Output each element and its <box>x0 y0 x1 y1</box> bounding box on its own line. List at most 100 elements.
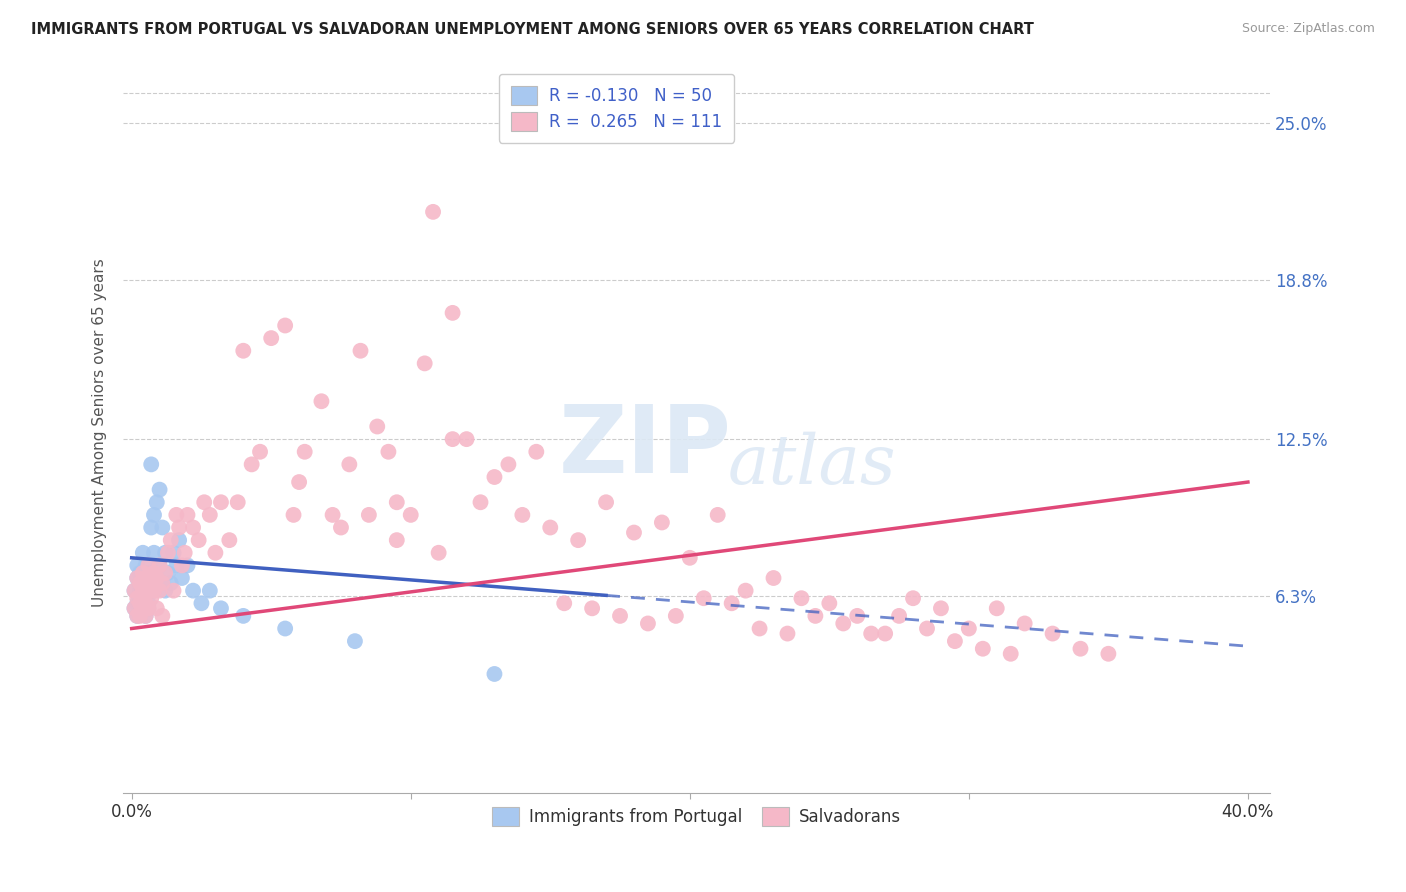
Point <box>198 508 221 522</box>
Point <box>146 601 169 615</box>
Point <box>150 576 173 591</box>
Point <box>146 495 169 509</box>
Point <box>129 576 152 591</box>
Point <box>776 626 799 640</box>
Point <box>162 546 184 560</box>
Point <box>427 546 450 560</box>
Point <box>288 475 311 489</box>
Point <box>875 626 897 640</box>
Point <box>553 596 575 610</box>
Point <box>846 608 869 623</box>
Point <box>132 583 155 598</box>
Point <box>413 356 436 370</box>
Point <box>162 583 184 598</box>
Point <box>915 622 938 636</box>
Point <box>173 546 195 560</box>
Point <box>860 626 883 640</box>
Point <box>337 458 360 472</box>
Legend: Immigrants from Portugal, Salvadorans: Immigrants from Portugal, Salvadorans <box>484 798 910 835</box>
Point <box>1014 616 1036 631</box>
Point <box>143 583 166 598</box>
Point <box>832 616 855 631</box>
Point <box>484 667 506 681</box>
Point <box>706 508 728 522</box>
Point <box>135 608 157 623</box>
Point <box>232 608 254 623</box>
Point <box>159 576 181 591</box>
Point <box>124 601 146 615</box>
Point <box>734 583 756 598</box>
Point <box>167 533 190 548</box>
Point <box>146 571 169 585</box>
Point <box>441 432 464 446</box>
Point <box>249 444 271 458</box>
Point <box>693 591 716 606</box>
Point <box>377 444 399 458</box>
Point <box>441 306 464 320</box>
Point <box>135 583 157 598</box>
Point <box>135 558 157 573</box>
Point <box>623 525 645 540</box>
Point <box>498 458 520 472</box>
Point <box>240 458 263 472</box>
Point <box>148 583 170 598</box>
Text: ZIP: ZIP <box>558 401 731 493</box>
Point <box>399 508 422 522</box>
Point <box>150 576 173 591</box>
Text: IMMIGRANTS FROM PORTUGAL VS SALVADORAN UNEMPLOYMENT AMONG SENIORS OVER 65 YEARS : IMMIGRANTS FROM PORTUGAL VS SALVADORAN U… <box>31 22 1033 37</box>
Point <box>986 601 1008 615</box>
Point <box>132 601 155 615</box>
Point <box>1042 626 1064 640</box>
Point <box>143 508 166 522</box>
Point <box>135 608 157 623</box>
Point <box>132 589 155 603</box>
Point <box>283 508 305 522</box>
Point <box>127 571 149 585</box>
Point <box>818 596 841 610</box>
Point <box>385 495 408 509</box>
Point <box>148 483 170 497</box>
Point <box>595 495 617 509</box>
Point <box>141 458 163 472</box>
Point <box>176 558 198 573</box>
Point <box>385 533 408 548</box>
Point <box>138 558 160 573</box>
Point <box>804 608 827 623</box>
Point <box>129 583 152 598</box>
Point <box>127 608 149 623</box>
Point <box>311 394 333 409</box>
Point <box>538 520 561 534</box>
Point <box>887 608 910 623</box>
Point <box>156 546 179 560</box>
Point <box>181 520 204 534</box>
Point <box>124 601 146 615</box>
Point <box>138 601 160 615</box>
Point <box>232 343 254 358</box>
Text: atlas: atlas <box>727 432 896 499</box>
Point <box>143 566 166 580</box>
Point <box>146 571 169 585</box>
Point <box>209 601 232 615</box>
Point <box>349 343 371 358</box>
Point <box>127 558 149 573</box>
Point <box>929 601 952 615</box>
Point <box>957 622 980 636</box>
Point <box>762 571 785 585</box>
Point <box>209 495 232 509</box>
Point <box>129 566 152 580</box>
Point <box>127 596 149 610</box>
Point <box>609 608 631 623</box>
Point <box>524 444 547 458</box>
Point <box>322 508 344 522</box>
Point <box>165 508 187 522</box>
Point <box>141 576 163 591</box>
Point <box>187 533 209 548</box>
Point <box>512 508 534 522</box>
Point <box>138 583 160 598</box>
Point <box>748 622 770 636</box>
Point <box>226 495 249 509</box>
Point <box>218 533 240 548</box>
Point <box>159 533 181 548</box>
Point <box>274 318 297 333</box>
Point <box>198 583 221 598</box>
